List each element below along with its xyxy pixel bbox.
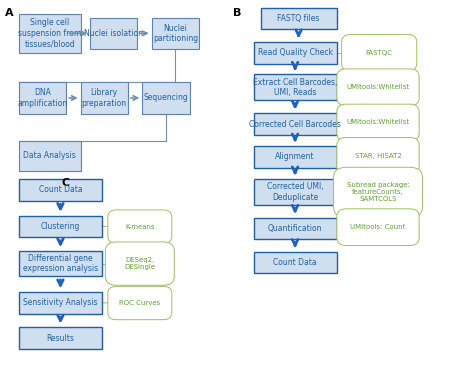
FancyBboxPatch shape — [254, 42, 337, 64]
FancyBboxPatch shape — [337, 209, 419, 245]
FancyBboxPatch shape — [19, 251, 102, 276]
Text: Subread package:
featureCounts,
SAMTCOLS: Subread package: featureCounts, SAMTCOLS — [346, 182, 410, 202]
Text: ROC Curves: ROC Curves — [119, 300, 161, 306]
Text: Sequencing: Sequencing — [144, 94, 188, 102]
FancyBboxPatch shape — [90, 18, 137, 49]
FancyBboxPatch shape — [254, 113, 337, 135]
Text: K-means: K-means — [125, 223, 155, 230]
FancyBboxPatch shape — [337, 138, 419, 174]
FancyBboxPatch shape — [254, 252, 337, 273]
Text: DESeq2,
DESingle: DESeq2, DESingle — [124, 257, 155, 270]
FancyBboxPatch shape — [337, 69, 419, 105]
Text: Sensitivity Analysis: Sensitivity Analysis — [23, 298, 98, 307]
FancyBboxPatch shape — [19, 14, 81, 53]
FancyBboxPatch shape — [254, 218, 337, 239]
Text: Differential gene
expression analysis: Differential gene expression analysis — [23, 254, 98, 273]
Text: Count Data: Count Data — [38, 185, 82, 194]
FancyBboxPatch shape — [19, 327, 102, 349]
Text: Library
preparation: Library preparation — [82, 88, 127, 108]
FancyBboxPatch shape — [19, 216, 102, 237]
Text: Clustering: Clustering — [41, 222, 80, 231]
Text: UMItools:Whitelist: UMItools:Whitelist — [346, 120, 410, 125]
Text: Nuclei
partitioning: Nuclei partitioning — [153, 24, 198, 43]
FancyBboxPatch shape — [19, 82, 66, 114]
Text: STAR, HISAT2: STAR, HISAT2 — [355, 153, 401, 159]
FancyBboxPatch shape — [254, 179, 337, 205]
FancyBboxPatch shape — [261, 8, 337, 29]
Text: Alignment: Alignment — [275, 152, 315, 162]
Text: Quantification: Quantification — [268, 224, 322, 233]
FancyBboxPatch shape — [254, 146, 337, 168]
Text: Corrected UMI,
Deduplicate: Corrected UMI, Deduplicate — [267, 182, 323, 201]
FancyBboxPatch shape — [81, 82, 128, 114]
Text: Single cell
suspension from
tissues/blood: Single cell suspension from tissues/bloo… — [18, 18, 82, 48]
Text: FASTQ files: FASTQ files — [277, 14, 320, 23]
Text: Nuclei isolation: Nuclei isolation — [84, 29, 143, 38]
Text: Corrected Cell Barcodes: Corrected Cell Barcodes — [249, 120, 341, 129]
FancyBboxPatch shape — [254, 74, 337, 100]
FancyBboxPatch shape — [108, 286, 172, 320]
Text: UMItools:Whitelist: UMItools:Whitelist — [346, 84, 410, 90]
Text: C: C — [62, 178, 70, 189]
FancyBboxPatch shape — [19, 292, 102, 314]
FancyBboxPatch shape — [105, 242, 174, 285]
Text: A: A — [5, 8, 13, 18]
FancyBboxPatch shape — [337, 104, 419, 141]
Text: Extract Cell Barcodes,
UMI, Reads: Extract Cell Barcodes, UMI, Reads — [253, 78, 337, 97]
Text: Read Quality Check: Read Quality Check — [257, 48, 333, 57]
FancyBboxPatch shape — [108, 210, 172, 243]
Text: Results: Results — [46, 334, 74, 343]
Text: Count Data: Count Data — [273, 258, 317, 267]
Text: Data Analysis: Data Analysis — [23, 151, 76, 160]
FancyBboxPatch shape — [334, 167, 422, 217]
FancyBboxPatch shape — [152, 18, 199, 49]
Text: UMItools: Count: UMItools: Count — [350, 224, 406, 230]
Text: B: B — [233, 8, 241, 18]
FancyBboxPatch shape — [342, 34, 417, 71]
FancyBboxPatch shape — [142, 82, 190, 114]
Text: DNA
amplification: DNA amplification — [18, 88, 68, 108]
FancyBboxPatch shape — [19, 179, 102, 201]
FancyBboxPatch shape — [19, 141, 81, 171]
Text: FASTQC: FASTQC — [366, 50, 392, 56]
